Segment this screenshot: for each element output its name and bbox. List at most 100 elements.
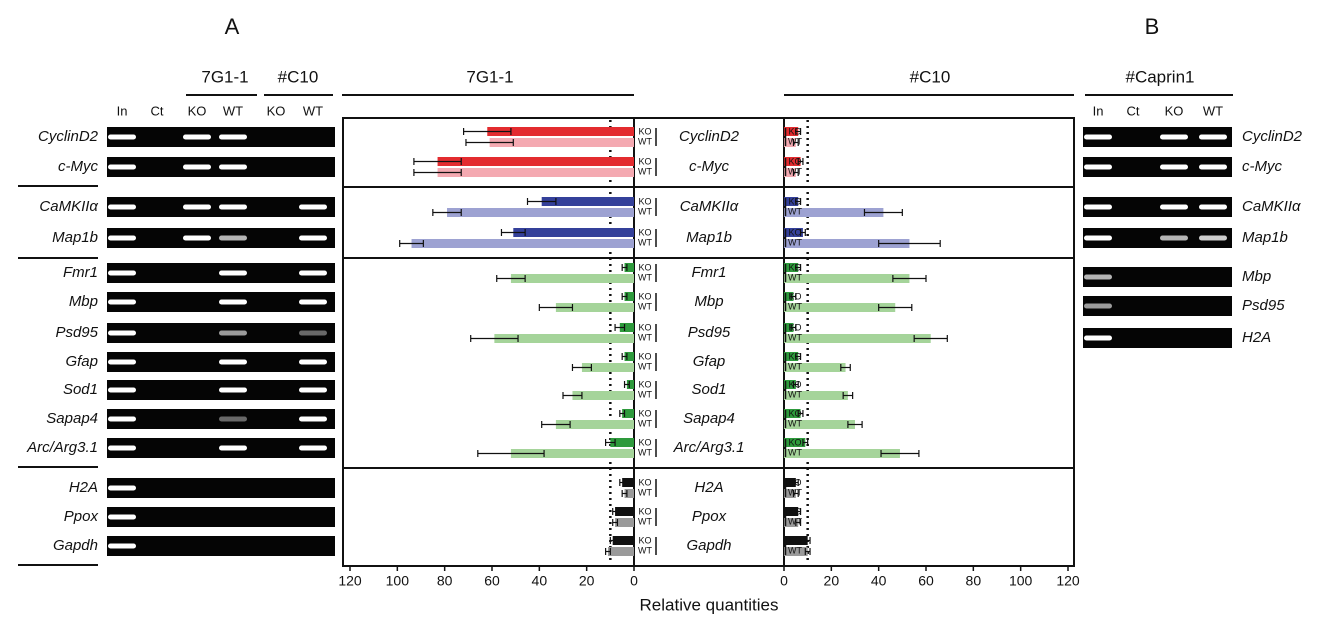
bar <box>541 197 634 206</box>
bar <box>784 536 808 545</box>
category-label: Ppox <box>692 508 727 525</box>
x-tick-label: 120 <box>1056 573 1080 589</box>
x-tick-label: 120 <box>338 573 362 589</box>
x-tick-label: 60 <box>484 573 500 589</box>
gel-band <box>108 543 136 549</box>
bar <box>622 478 634 487</box>
lane-label: In <box>117 103 128 118</box>
gene-name: Sapap4 <box>46 410 98 427</box>
bar <box>447 208 634 217</box>
series-label: KO <box>788 477 801 487</box>
bar <box>784 168 796 177</box>
gel-band <box>1160 204 1188 210</box>
panel-title: #C10 <box>910 67 951 86</box>
bar <box>784 228 803 237</box>
gel-band <box>219 235 247 241</box>
bar <box>607 547 634 556</box>
gel-band <box>108 387 136 393</box>
gel-band <box>1199 235 1227 241</box>
gel-band <box>108 134 136 140</box>
bar <box>581 363 634 372</box>
lane-label: KO <box>1165 103 1184 118</box>
gel-band <box>108 485 136 491</box>
series-label: KO <box>638 351 651 361</box>
gel-band <box>219 204 247 210</box>
series-label: WT <box>638 418 652 428</box>
series-label: WT <box>638 516 652 526</box>
gene-name: Map1b <box>1242 229 1288 246</box>
gel-strip <box>1083 157 1232 177</box>
gel-band <box>299 235 327 241</box>
bar <box>572 391 634 400</box>
lane-label: Ct <box>151 103 164 118</box>
series-label: WT <box>788 332 802 342</box>
series-label: WT <box>638 272 652 282</box>
series-label: KO <box>788 379 801 389</box>
gene-name: Mbp <box>69 293 98 310</box>
x-tick-label: 60 <box>918 573 934 589</box>
gel-band <box>299 270 327 276</box>
gel-strip <box>1083 296 1232 316</box>
lane-label: In <box>1093 103 1104 118</box>
gel-band <box>1084 235 1112 241</box>
gel-strip <box>107 409 335 429</box>
gel-band <box>1160 134 1188 140</box>
gene-name: Fmr1 <box>63 264 98 281</box>
bar <box>494 334 634 343</box>
x-tick-label: 80 <box>437 573 453 589</box>
gel-band <box>219 445 247 451</box>
series-label: KO <box>638 156 651 166</box>
bar <box>784 127 799 136</box>
bar <box>411 239 634 248</box>
series-label: WT <box>788 237 802 247</box>
gel-band <box>108 514 136 520</box>
gel-strip <box>1083 197 1232 217</box>
series-label: KO <box>638 506 651 516</box>
gene-name: CyclinD2 <box>1242 128 1303 145</box>
series-label: KO <box>638 196 651 206</box>
bar <box>513 228 634 237</box>
series-label: KO <box>788 506 801 516</box>
series-label: KO <box>638 262 651 272</box>
bar <box>437 168 634 177</box>
gel-band <box>1084 303 1112 309</box>
bar <box>784 420 855 429</box>
x-tick-label: 0 <box>780 573 788 589</box>
gel-band <box>108 359 136 365</box>
bar <box>784 157 801 166</box>
gel-band <box>1084 335 1112 341</box>
series-label: WT <box>638 361 652 371</box>
gene-name: Sod1 <box>63 381 98 398</box>
series-label: WT <box>638 136 652 146</box>
category-label: Gfap <box>693 353 726 370</box>
series-label: WT <box>638 545 652 555</box>
series-label: KO <box>788 322 801 332</box>
gene-name: CyclinD2 <box>38 128 99 145</box>
bar <box>437 157 634 166</box>
series-label: WT <box>638 301 652 311</box>
bar <box>555 303 634 312</box>
gel-band <box>1084 274 1112 280</box>
series-label: WT <box>788 418 802 428</box>
series-label: KO <box>788 126 801 136</box>
series-label: WT <box>788 136 802 146</box>
gel-band <box>183 164 211 170</box>
series-label: KO <box>788 227 801 237</box>
gel-strip <box>1083 127 1232 147</box>
category-label: Psd95 <box>688 324 731 341</box>
gene-name: Arc/Arg3.1 <box>26 439 98 456</box>
bar <box>784 352 799 361</box>
bar <box>615 518 634 527</box>
series-label: WT <box>638 447 652 457</box>
gene-name: Mbp <box>1242 268 1271 285</box>
series-label: WT <box>638 487 652 497</box>
series-label: KO <box>788 291 801 301</box>
gene-name: H2A <box>69 479 98 496</box>
bar <box>624 263 634 272</box>
x-tick-label: 100 <box>386 573 410 589</box>
gel-strip <box>1083 267 1232 287</box>
series-label: KO <box>638 437 651 447</box>
lane-label: KO <box>267 103 286 118</box>
category-label: c-Myc <box>689 158 729 175</box>
series-label: WT <box>788 301 802 311</box>
